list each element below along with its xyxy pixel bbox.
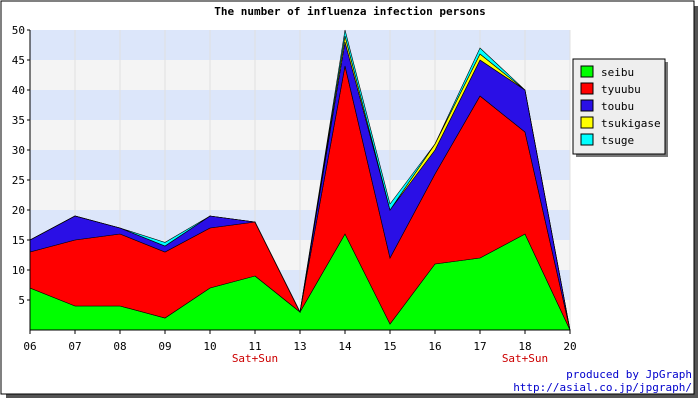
axes xyxy=(27,29,571,334)
x-tick-label: 20 xyxy=(563,340,576,353)
x-tick-label: 18 xyxy=(518,340,531,353)
y-tick-label: 50 xyxy=(12,24,25,37)
x-tick-note: Sat+Sun xyxy=(232,352,278,365)
legend: seibu tyuubu toubu tsukigase tsuge xyxy=(572,58,668,157)
x-tick-label: 09 xyxy=(158,340,171,353)
chart-title: The number of influenza infection person… xyxy=(214,5,486,18)
x-tick-label: 07 xyxy=(68,340,81,353)
legend-label-tyuubu: tyuubu xyxy=(601,83,641,96)
y-tick-label: 10 xyxy=(12,264,25,277)
y-tick-label: 25 xyxy=(12,174,25,187)
y-tick-label: 45 xyxy=(12,54,25,67)
x-tick-label: 15 xyxy=(383,340,396,353)
x-tick-label: 10 xyxy=(203,340,216,353)
x-tick-label: 16 xyxy=(428,340,441,353)
x-tick-label: 14 xyxy=(338,340,352,353)
y-tick-labels: 5 10 15 20 25 30 35 40 45 50 xyxy=(12,24,25,307)
x-tick-label: 11 xyxy=(248,340,261,353)
area-series xyxy=(29,29,571,331)
credit-line-1[interactable]: produced by JpGraph xyxy=(566,368,692,381)
y-tick-label: 15 xyxy=(12,234,25,247)
y-tick-label: 5 xyxy=(18,294,25,307)
x-tick-label: 06 xyxy=(23,340,36,353)
y-tick-label: 35 xyxy=(12,114,25,127)
y-tick-label: 30 xyxy=(12,144,25,157)
legend-swatch-toubu xyxy=(580,99,594,112)
x-tick-label: 17 xyxy=(473,340,486,353)
x-tick-label: 08 xyxy=(113,340,126,353)
legend-swatch-tsuge xyxy=(580,133,594,146)
legend-swatch-seibu xyxy=(580,65,594,78)
legend-label-tsukigase: tsukigase xyxy=(601,117,661,130)
legend-label-tsuge: tsuge xyxy=(601,134,634,147)
legend-swatch-tyuubu xyxy=(580,82,594,95)
legend-swatch-tsukigase xyxy=(580,116,594,129)
y-tick-label: 40 xyxy=(12,84,25,97)
y-tick-label: 20 xyxy=(12,204,25,217)
legend-label-toubu: toubu xyxy=(601,100,634,113)
credit-link[interactable]: http://asial.co.jp/jpgraph/ xyxy=(513,381,692,394)
x-tick-note: Sat+Sun xyxy=(502,352,548,365)
legend-label-seibu: seibu xyxy=(601,66,634,79)
x-tick-label: 13 xyxy=(293,340,306,353)
